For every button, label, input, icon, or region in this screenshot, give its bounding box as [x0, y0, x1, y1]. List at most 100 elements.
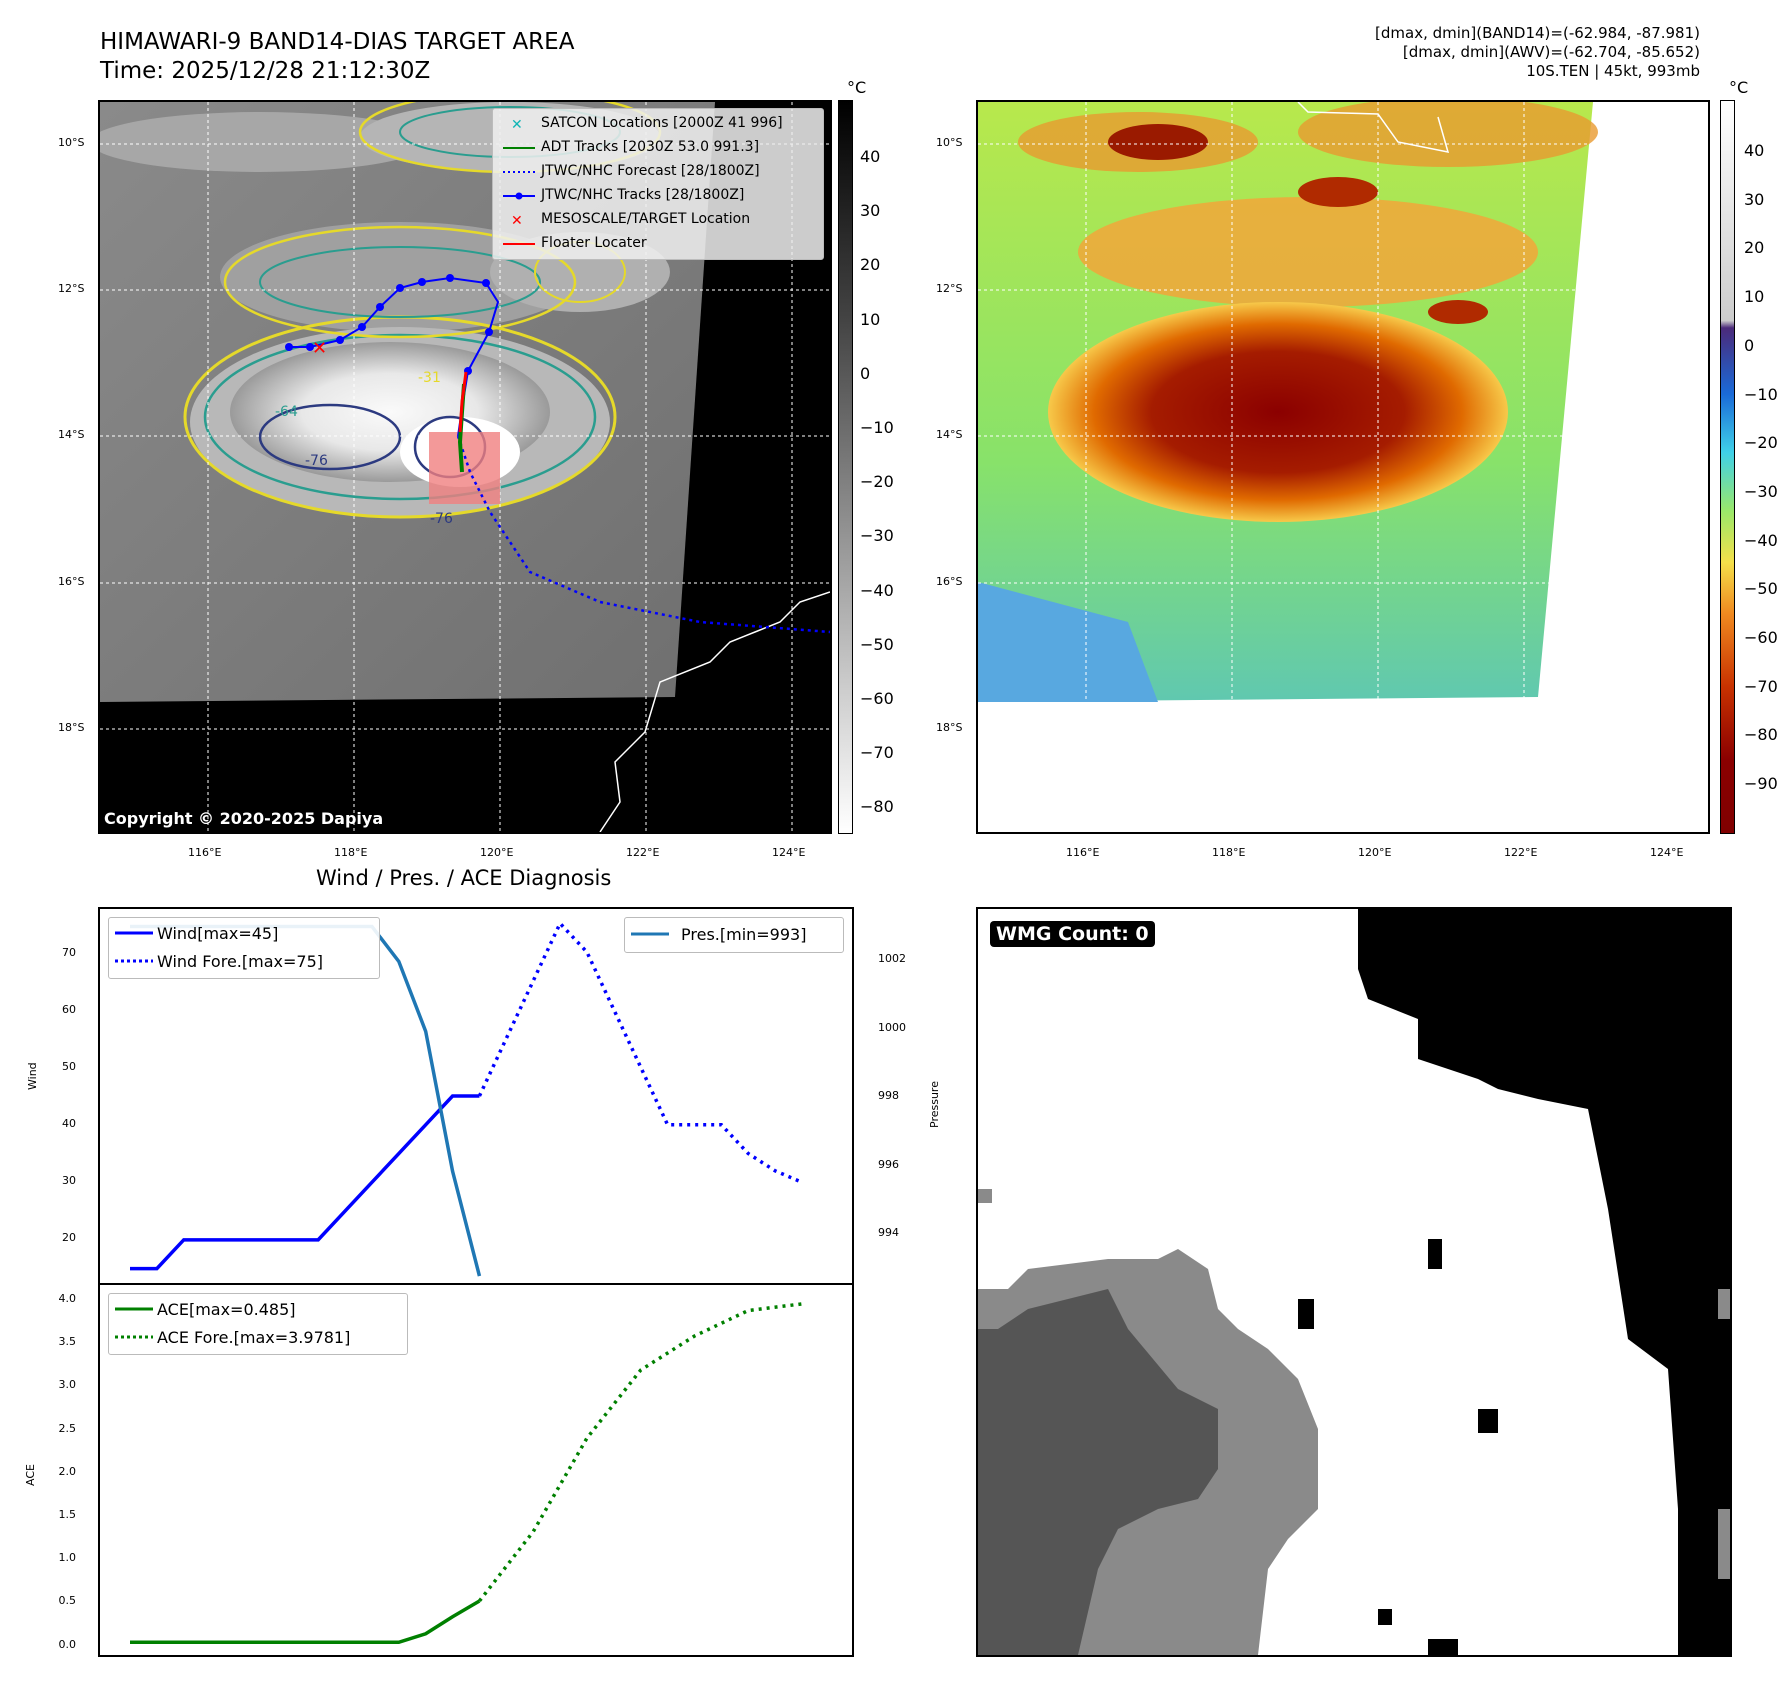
lon-label: 124°E: [772, 846, 806, 859]
colorbar-tick: −50: [860, 634, 894, 654]
lat-label: 14°S: [936, 428, 963, 441]
wmg-image: [978, 909, 1730, 1655]
figure-title: HIMAWARI-9 BAND14-DIAS TARGET AREA: [100, 29, 575, 55]
colorbar-tick: 40: [1744, 141, 1765, 160]
series-line: [130, 1094, 480, 1271]
legend-jtwc-forecast: JTWC/NHC Forecast [28/1800Z]: [541, 163, 760, 179]
info-band14: [dmax, dmin](BAND14)=(-62.984, -87.981): [1375, 24, 1700, 42]
ace-legend: ACE[max=0.485] ACE Fore.[max=3.9781]: [108, 1293, 408, 1355]
colorbar-tick: 40: [860, 147, 881, 166]
legend-target: MESOSCALE/TARGET Location: [541, 211, 751, 227]
axis-tick: 996: [878, 1157, 899, 1171]
axis-tick: 998: [878, 1089, 899, 1102]
svg-text:✕: ✕: [511, 117, 523, 133]
colorbar-tick: 30: [1744, 189, 1765, 209]
axis-tick: 3.5: [58, 1335, 77, 1349]
pressure-legend: Pres.[min=993]: [624, 917, 844, 953]
axis-tick: 994: [878, 1226, 899, 1239]
axis-tick: 3.0: [58, 1378, 77, 1392]
axis-tick: 0.0: [58, 1637, 77, 1651]
colorbar-tick: 10: [1744, 287, 1765, 307]
colorbar-tick: −60: [860, 689, 894, 708]
axis-tick: 50: [62, 1060, 76, 1073]
series-line: [130, 1599, 481, 1644]
wmg-panel: WMG Count: 0: [976, 907, 1732, 1657]
ace-axis-label: ACE: [24, 1464, 37, 1486]
wind-legend: Wind[max=45] Wind Fore.[max=75]: [108, 917, 380, 979]
legend-adt: ADT Tracks [2030Z 53.0 991.3]: [541, 139, 760, 155]
target-area-box: [429, 432, 500, 504]
map-grid: [978, 102, 1708, 832]
series-line: [477, 920, 803, 1184]
axis-tick: 30: [62, 1174, 76, 1187]
lat-label: 18°S: [58, 721, 85, 734]
colorbar-tick: −30: [860, 526, 894, 546]
legend-ace: ACE[max=0.485]: [157, 1300, 296, 1319]
awv-colorbar: [1720, 100, 1735, 834]
colorbar-tick: 20: [1744, 238, 1765, 258]
colorbar-tick: −10: [860, 418, 894, 437]
colorbar-tick: −80: [860, 797, 894, 817]
wmg-count-badge: WMG Count: 0: [990, 921, 1155, 947]
colorbar-tick: −40: [1744, 530, 1778, 550]
ace-chart: ACE[max=0.485] ACE Fore.[max=3.9781]: [98, 1283, 854, 1657]
colorbar-tick: −80: [1744, 725, 1778, 745]
floater-locater: [458, 371, 468, 433]
coastline: [599, 591, 830, 832]
axis-tick: 1002: [878, 952, 906, 965]
figure-time: Time: 2025/12/28 21:12:30Z: [100, 58, 431, 84]
awv-map-image: [978, 102, 1708, 832]
axis-tick: 20: [62, 1231, 76, 1244]
lat-label: 12°S: [936, 282, 963, 295]
lon-label: 116°E: [188, 846, 222, 859]
colorbar-tick: 10: [860, 309, 881, 329]
jtwc-track: [289, 276, 500, 437]
coastline: [1297, 102, 1450, 153]
wind-pressure-chart: Wind[max=45] Wind Fore.[max=75] Pres.[mi…: [98, 907, 854, 1285]
lat-label: 16°S: [58, 575, 85, 588]
legend-jtwc-tracks: JTWC/NHC Tracks [28/1800Z]: [541, 187, 745, 203]
colorbar-tick: 0: [1744, 335, 1755, 355]
lon-label: 122°E: [626, 846, 660, 859]
lon-label: 120°E: [1358, 846, 1392, 859]
axis-tick: 4.0: [58, 1292, 77, 1305]
lon-label: 118°E: [334, 846, 368, 859]
colorbar-tick: −40: [860, 580, 894, 600]
legend-wind: Wind[max=45]: [157, 924, 279, 943]
map-legend: ✕ SATCON Locations [2000Z 41 996] ADT Tra…: [492, 108, 824, 260]
lat-label: 14°S: [58, 428, 85, 441]
ir-colorbar: [838, 100, 853, 834]
lon-label: 116°E: [1066, 846, 1100, 859]
legend-wind-fore: Wind Fore.[max=75]: [157, 952, 323, 971]
axis-tick: 2.5: [58, 1421, 77, 1435]
colorbar-tick: 20: [860, 255, 881, 275]
copyright: Copyright © 2020-2025 Dapiya: [104, 809, 384, 828]
colorbar-tick: −20: [1744, 433, 1778, 453]
axis-tick: 1000: [878, 1020, 906, 1034]
series-line: [478, 1302, 803, 1603]
lat-label: 10°S: [936, 136, 963, 149]
axis-tick: 60: [62, 1003, 76, 1016]
info-awv: [dmax, dmin](AWV)=(-62.704, -85.652): [1402, 43, 1700, 61]
ir-map-panel: -31 -64 -76 -76 ✕ Copyright © 2020-2025: [98, 100, 832, 834]
svg-text:✕: ✕: [511, 213, 523, 229]
lat-label: 16°S: [936, 575, 963, 588]
lat-label: 18°S: [936, 721, 963, 734]
colorbar-tick: −30: [1744, 481, 1778, 501]
wind-axis-label: Wind: [26, 1062, 39, 1090]
axis-tick: 40: [62, 1117, 76, 1130]
pressure-axis-label: Pressure: [928, 1081, 941, 1128]
axis-tick: 2.0: [58, 1464, 77, 1478]
info-storm: 10S.TEN | 45kt, 993mb: [1526, 62, 1700, 80]
target-marker: ✕: [312, 338, 327, 359]
awv-map-panel: [976, 100, 1710, 834]
colorbar-tick: 0: [860, 363, 871, 383]
lat-label: 12°S: [58, 282, 85, 295]
colorbar-tick: −50: [1744, 579, 1778, 599]
lon-label: 120°E: [480, 846, 514, 859]
lon-label: 118°E: [1212, 846, 1246, 859]
ace-plot: [130, 1302, 803, 1644]
contour-label: -76: [305, 453, 328, 469]
legend-ace-fore: ACE Fore.[max=3.9781]: [157, 1328, 351, 1347]
axis-tick: 1.0: [58, 1551, 77, 1565]
